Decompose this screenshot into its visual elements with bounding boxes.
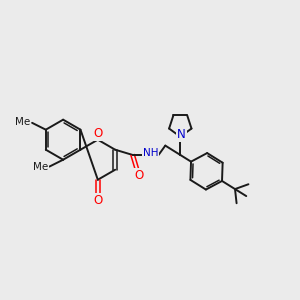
Text: Me: Me bbox=[33, 162, 48, 172]
Text: O: O bbox=[93, 127, 102, 140]
Text: NH: NH bbox=[142, 148, 158, 158]
Text: Me: Me bbox=[15, 117, 31, 127]
Text: O: O bbox=[134, 169, 143, 182]
Text: N: N bbox=[177, 128, 186, 141]
Text: O: O bbox=[93, 194, 102, 207]
